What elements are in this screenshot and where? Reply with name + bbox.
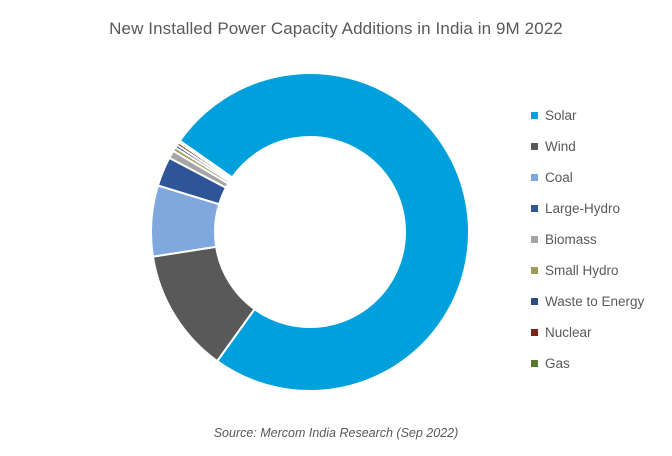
legend-label: Nuclear (545, 325, 592, 340)
legend-item-wind: Wind (531, 131, 671, 162)
legend-swatch (531, 174, 538, 181)
chart-legend: Solar Wind Coal Large-Hydro Biomass Small Hyd… (531, 100, 671, 379)
legend-label: Biomass (545, 232, 597, 247)
legend-label: Small Hydro (545, 263, 619, 278)
legend-swatch (531, 267, 538, 274)
legend-swatch (531, 205, 538, 212)
slice-solar (178, 72, 470, 392)
legend-swatch (531, 329, 538, 336)
legend-swatch (531, 236, 538, 243)
legend-swatch (531, 298, 538, 305)
legend-item-large-hydro: Large-Hydro (531, 193, 671, 224)
legend-label: Solar (545, 108, 577, 123)
legend-item-gas: Gas (531, 348, 671, 379)
legend-swatch (531, 360, 538, 367)
legend-item-biomass: Biomass (531, 224, 671, 255)
legend-label: Coal (545, 170, 573, 185)
legend-item-nuclear: Nuclear (531, 317, 671, 348)
legend-label: Gas (545, 356, 570, 371)
legend-swatch (531, 112, 538, 119)
legend-label: Wind (545, 139, 576, 154)
chart-title: New Installed Power Capacity Additions i… (109, 19, 563, 38)
legend-item-coal: Coal (531, 162, 671, 193)
slice-gas (177, 139, 234, 180)
legend-label: Large-Hydro (545, 201, 621, 216)
legend-item-solar: Solar (531, 100, 671, 131)
source-note: Source: Mercom India Research (Sep 2022) (213, 426, 459, 440)
legend-swatch (531, 143, 538, 150)
legend-item-small-hydro: Small Hydro (531, 255, 671, 286)
legend-item-waste-to-energy: Waste to Energy (531, 286, 671, 317)
legend-label: Waste to Energy (545, 294, 645, 309)
